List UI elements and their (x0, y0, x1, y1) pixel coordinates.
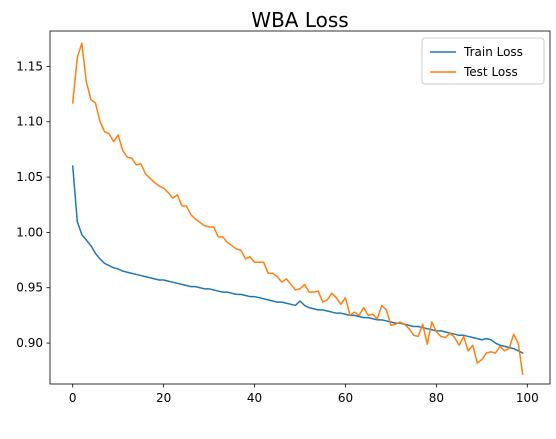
plot-area: 0 20 40 60 80 100 0.90 0.95 1.00 1.05 1.10 1.15 (16, 30, 551, 405)
legend: Train Loss Test Loss (421, 37, 545, 85)
series-line-1 (71, 42, 524, 375)
chart-title: WBA Loss (251, 8, 348, 32)
y-tick-label: 1.15 (16, 59, 43, 73)
x-tick-label: 40 (247, 391, 262, 405)
axes-frame (49, 30, 551, 385)
x-tick-label: 0 (69, 391, 77, 405)
y-tick-label: 1.05 (16, 170, 43, 184)
x-tick-label: 100 (516, 391, 539, 405)
legend-label-0: Train Loss (463, 45, 523, 59)
x-tick-label: 20 (156, 391, 171, 405)
x-tick-label: 80 (429, 391, 444, 405)
y-tick-label: 1.10 (16, 115, 43, 129)
series-line-0 (71, 165, 524, 355)
legend-label-1: Test Loss (463, 65, 518, 79)
y-tick-label: 1.00 (16, 225, 43, 239)
y-tick-label: 0.90 (16, 336, 43, 350)
y-tick-label: 0.95 (16, 281, 43, 295)
x-tick-label: 60 (338, 391, 353, 405)
